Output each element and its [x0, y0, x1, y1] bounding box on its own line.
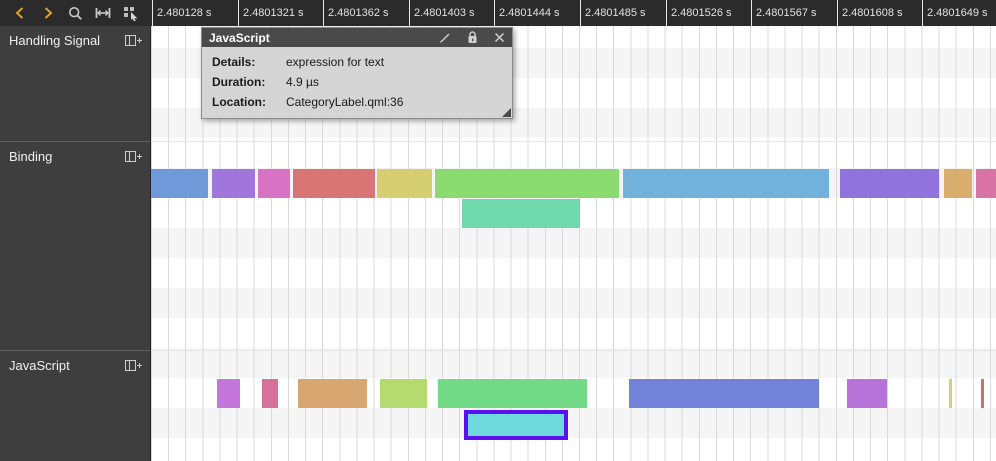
category-label: Handling Signal — [9, 32, 101, 48]
section-divider — [151, 350, 996, 351]
binding-event-bar[interactable] — [944, 169, 972, 198]
tooltip-row-details: Details: expression for text — [212, 55, 385, 69]
range-icon — [95, 8, 111, 18]
previous-event-button[interactable] — [10, 3, 30, 23]
ruler-tick: 2.4801362 s — [323, 0, 389, 26]
chevron-right-icon — [44, 7, 53, 19]
binding-event-bar[interactable] — [623, 169, 829, 198]
category-label: JavaScript — [9, 357, 70, 373]
ruler-tick-label: 2.480128 s — [157, 7, 212, 19]
binding-event-bar[interactable] — [377, 169, 432, 198]
event-details-tooltip: JavaScript Details: expression for text … — [201, 27, 513, 119]
binding-event-bar[interactable] — [151, 169, 208, 198]
ruler-tick-label: 2.4801567 s — [756, 7, 817, 19]
binding-event-bar[interactable] — [435, 169, 619, 198]
category-sidebar: Handling Signal Binding JavaScript — [0, 26, 151, 461]
chevron-left-icon — [15, 7, 24, 19]
ruler-tick-label: 2.4801485 s — [585, 7, 646, 19]
ruler-tick: 2.4801526 s — [666, 0, 732, 26]
binding-event-bar[interactable] — [212, 169, 255, 198]
sidebar-section-javascript[interactable]: JavaScript — [0, 350, 150, 461]
tooltip-row-location: Location: CategoryLabel.qml:36 — [212, 95, 404, 109]
timeline-canvas[interactable] — [151, 26, 996, 461]
tooltip-row-duration: Duration: 4.9 µs — [212, 75, 319, 89]
time-ruler[interactable]: 2.480128 s 2.4801321 s 2.4801362 s 2.480140… — [151, 0, 996, 26]
tooltip-title-bar[interactable]: JavaScript — [202, 28, 512, 47]
ruler-tick-label: 2.4801608 s — [842, 7, 903, 19]
show-full-range-button[interactable] — [93, 3, 113, 23]
javascript-event-bar[interactable] — [262, 379, 278, 408]
javascript-event-bar[interactable] — [981, 379, 984, 408]
ruler-tick: 2.4801608 s — [837, 0, 903, 26]
expand-rows-icon[interactable] — [125, 359, 142, 372]
ruler-tick-label: 2.4801362 s — [328, 7, 389, 19]
javascript-event-bar[interactable] — [217, 379, 240, 408]
javascript-event-bar[interactable] — [298, 379, 367, 408]
expand-rows-icon[interactable] — [125, 34, 142, 47]
javascript-event-bar[interactable] — [380, 379, 427, 408]
binding-event-bar[interactable] — [293, 169, 375, 198]
sidebar-section-handling-signal[interactable]: Handling Signal — [0, 26, 150, 141]
javascript-event-bar[interactable] — [629, 379, 819, 408]
next-event-button[interactable] — [38, 3, 58, 23]
ruler-tick-label: 2.4801403 s — [414, 7, 475, 19]
javascript-event-bar[interactable] — [949, 379, 952, 408]
sidebar-section-binding[interactable]: Binding — [0, 141, 150, 350]
tooltip-title: JavaScript — [209, 30, 270, 45]
ruler-tick: 2.4801444 s — [494, 0, 560, 26]
ruler-tick: 2.4801403 s — [409, 0, 475, 26]
javascript-event-bar[interactable] — [847, 379, 887, 408]
edit-icon[interactable] — [438, 31, 451, 44]
ruler-tick-label: 2.4801444 s — [499, 7, 560, 19]
selection-mode-button[interactable] — [121, 3, 141, 23]
selection-cursor-icon — [124, 6, 138, 21]
ruler-tick: 2.4801567 s — [751, 0, 817, 26]
zoom-button[interactable] — [65, 3, 85, 23]
javascript-event-bar[interactable] — [438, 379, 587, 408]
section-divider — [151, 141, 996, 142]
binding-event-bar[interactable] — [976, 169, 996, 198]
ruler-tick: 2.4801649 s — [922, 0, 988, 26]
ruler-tick-label: 2.4801526 s — [671, 7, 732, 19]
ruler-tick: 2.4801321 s — [238, 0, 304, 26]
tooltip-body: Details: expression for text Duration: 4… — [202, 47, 512, 118]
close-icon[interactable] — [494, 32, 505, 43]
expand-rows-icon[interactable] — [125, 150, 142, 163]
magnifier-icon — [68, 6, 82, 20]
binding-event-bar[interactable] — [840, 169, 939, 198]
ruler-tick-label: 2.4801649 s — [927, 7, 988, 19]
ruler-tick: 2.480128 s — [152, 0, 211, 26]
binding-event-bar[interactable] — [258, 169, 290, 198]
resize-grip[interactable] — [502, 108, 511, 117]
timeline-toolbar — [0, 0, 151, 26]
binding-event-bar[interactable] — [462, 199, 580, 228]
category-label: Binding — [9, 148, 53, 164]
javascript-event-selected[interactable] — [464, 410, 568, 440]
ruler-tick-label: 2.4801321 s — [243, 7, 304, 19]
lock-icon[interactable] — [467, 31, 478, 44]
ruler-tick: 2.4801485 s — [580, 0, 646, 26]
